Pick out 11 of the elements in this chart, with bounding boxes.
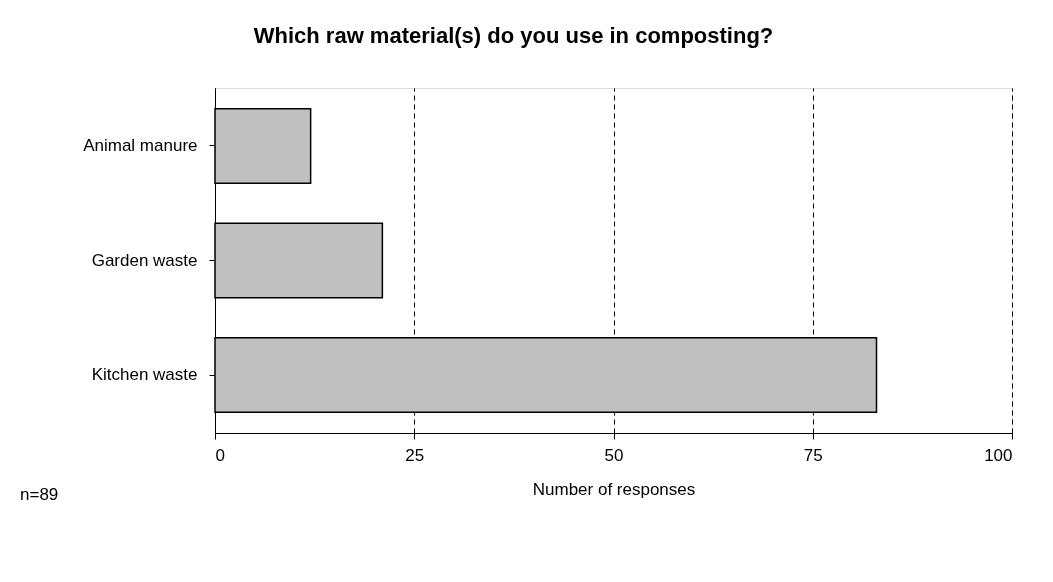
x-tick-label: 0: [215, 445, 225, 465]
x-tick-label: 75: [803, 445, 823, 465]
x-tick-label: 25: [405, 445, 425, 465]
x-tick-label: 100: [984, 445, 1013, 465]
y-tick-label: Animal manure: [83, 135, 198, 155]
y-tick-label: Garden waste: [91, 250, 198, 270]
text: n=89: [20, 485, 59, 504]
y-tick-label: Kitchen waste: [91, 365, 198, 385]
chart-title: Which raw material(s) do you use in composting?: [253, 23, 774, 48]
x-tick-label: 50: [604, 445, 624, 465]
x-axis-title: Number of responses: [532, 479, 696, 499]
